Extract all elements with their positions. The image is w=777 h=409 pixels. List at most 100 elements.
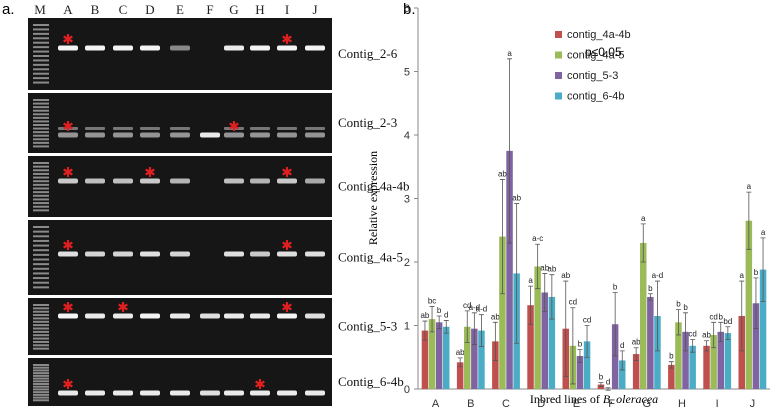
significance-label: a-d (476, 305, 488, 314)
significance-label: ab (702, 331, 711, 340)
band (224, 45, 244, 51)
ladder-band (33, 106, 49, 109)
error-bar (605, 387, 611, 391)
significance-label: ab (547, 265, 556, 274)
significance-label: ab (491, 312, 500, 321)
band (170, 178, 190, 184)
lane-label: D (145, 2, 154, 17)
gel-image (28, 220, 332, 295)
significance-label: ab (632, 338, 641, 347)
significance-label: a-d (469, 303, 481, 312)
band (113, 251, 133, 257)
error-bar (457, 357, 463, 368)
band (170, 313, 190, 319)
ladder-band (33, 334, 49, 337)
significance-label: ab (498, 169, 507, 178)
bar (443, 326, 450, 389)
band (250, 390, 270, 396)
ladder-band (33, 77, 49, 80)
x-tick-label: E (573, 398, 580, 409)
ladder-band (33, 46, 49, 49)
band (170, 390, 190, 396)
significance-label: a (528, 276, 533, 285)
significance-label: a (740, 271, 745, 280)
error-bar (422, 320, 428, 341)
significance-label: a (761, 228, 766, 237)
significance-label: cd (583, 316, 591, 325)
bar (583, 341, 591, 389)
legend-label: contig_5-3 (567, 70, 618, 82)
lane-label: M (34, 2, 46, 17)
band (58, 251, 78, 257)
ladder-band (33, 235, 49, 238)
ladder-band (33, 81, 49, 84)
ladder-band (33, 172, 49, 175)
ladder-band (33, 369, 49, 372)
x-label-part: Inbred lines of (530, 392, 600, 406)
ladder-band (33, 253, 49, 256)
band (224, 313, 244, 319)
ladder-band (33, 124, 49, 126)
error-bar (492, 321, 498, 361)
panel-label: b. (403, 1, 416, 18)
band (140, 313, 160, 319)
bar (548, 296, 556, 389)
ladder-band (33, 244, 49, 247)
ladder-band (33, 191, 49, 194)
lane-label: B (91, 2, 100, 17)
error-bar (746, 191, 752, 250)
x-tick-label: G (643, 398, 652, 409)
lane-label: I (285, 2, 289, 17)
significance-label: a (507, 49, 512, 58)
ladder-band (33, 388, 49, 391)
band (140, 127, 160, 130)
y-tick-label: 3 (404, 194, 410, 206)
ladder-band (33, 340, 49, 343)
bar (534, 266, 541, 389)
band (85, 132, 105, 138)
x-axis-label: Inbred lines of B. oleracea (530, 392, 658, 406)
y-tick-label: 0 (404, 384, 410, 396)
band (170, 132, 190, 138)
ladder-band (33, 324, 49, 327)
band (250, 127, 270, 130)
error-bar (514, 203, 520, 344)
gel-image (28, 298, 332, 355)
ladder-band (33, 249, 49, 252)
error-bar (683, 312, 689, 352)
band (277, 132, 297, 138)
ladder-band (33, 109, 49, 112)
ladder-band (33, 258, 49, 261)
ladder-band (33, 374, 49, 377)
y-tick-label: 1 (404, 321, 410, 333)
bar (745, 220, 753, 389)
significance-label: d (606, 378, 610, 387)
error-bar (739, 280, 745, 352)
ladder-band (33, 32, 49, 35)
significance-label: b (613, 282, 618, 291)
ladder-band (33, 116, 49, 119)
bar (703, 345, 710, 389)
ladder-band (33, 391, 49, 394)
error-bar (429, 306, 435, 333)
band (113, 127, 133, 130)
band (277, 390, 297, 396)
ladder-band (33, 281, 49, 284)
bar (471, 328, 478, 389)
bar (492, 341, 499, 389)
asterisk (282, 34, 292, 44)
legend-swatch (555, 51, 562, 59)
error-bar (542, 273, 548, 312)
legend-label: contig_4a-5 (567, 50, 625, 62)
ladder-band (33, 141, 49, 144)
asterisk (255, 379, 265, 389)
bar (675, 322, 682, 389)
bar (724, 333, 732, 389)
significance-label: bc (428, 296, 436, 305)
error-bar (753, 277, 759, 330)
significance-label: a-c (532, 234, 543, 243)
ladder-band (33, 209, 49, 212)
gel-image (28, 93, 332, 153)
ladder-band (33, 24, 49, 26)
x-tick-label: H (678, 398, 686, 409)
